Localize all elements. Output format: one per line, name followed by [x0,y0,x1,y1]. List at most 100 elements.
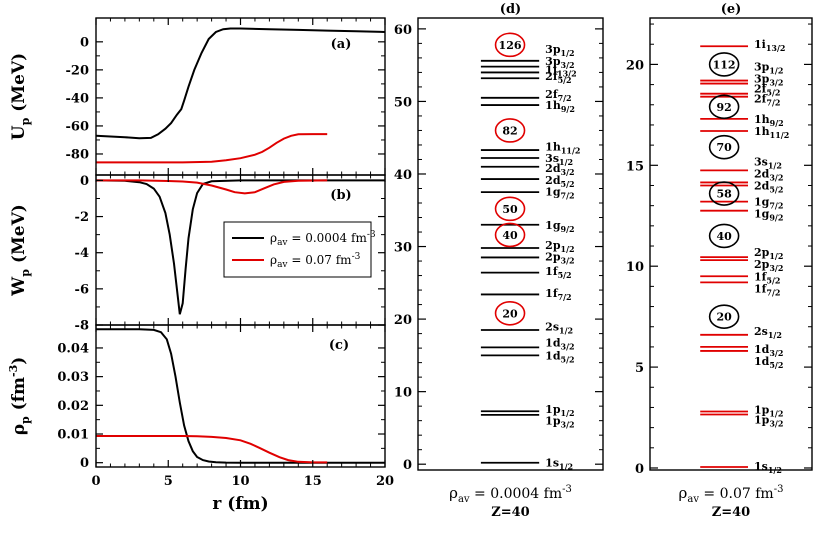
level-j: 9/2 [769,213,783,223]
level-label: 2p1/2 [754,246,783,261]
level-label: 2s1/2 [754,325,782,340]
y-label-subscript: p [19,269,32,277]
level-label: 1i13/2 [754,38,785,53]
level-j: 3/2 [769,348,783,358]
level-label: 1f7/2 [545,287,571,302]
level-name: 1i [754,38,766,51]
level-j: 5/2 [561,354,575,364]
level-label: 1f5/2 [545,265,571,280]
series-line-c-black [96,328,385,464]
level-name: 1f [545,265,559,278]
level-name: 3p [754,60,770,73]
y-tick-label: 0 [80,456,89,471]
level-label: 2d3/2 [754,167,783,182]
level-label: 1d3/2 [754,343,783,358]
level-j: 9/2 [561,104,575,114]
panel-c: 0 0.01 0.02 0.03 0.04 (c) ρp (fm-3) 0 5 10 15 20 r (… [7,324,394,514]
level-label: 1d3/2 [545,336,574,351]
level-j: 13/2 [557,69,577,79]
magic-number-label: 20 [716,311,732,324]
level-label: 1h9/2 [754,113,784,128]
level-j: 7/2 [766,98,780,108]
level-label: 1h11/2 [545,140,580,155]
level-name: 1g [545,219,561,232]
y-tick-label: 0 [80,174,89,189]
y-tick-label: -60 [66,119,90,134]
level-name: 1h [545,99,561,112]
y-tick-label: 50 [394,95,412,110]
plot-frame [417,17,604,471]
y-tick-label: 10 [626,260,644,275]
level-j: 7/2 [561,190,575,200]
level-name: 1d [754,343,770,356]
magic-number-circle [708,181,740,206]
magic-number-label: 20 [502,307,518,320]
panel-d: 01020304050601s1/21p1/21p3/21d3/21d5/22s… [394,2,604,520]
level-label: 3p1/2 [545,43,574,58]
level-j: 3/2 [769,263,783,273]
y-axis-label: Up (MeV) [9,53,32,140]
level-label: 2d3/2 [545,162,574,177]
level-j: 11/2 [561,145,581,155]
level-name: 1p [754,414,770,427]
level-label: 1h11/2 [754,125,789,140]
level-name: 1p [545,403,561,416]
level-label: 1g9/2 [754,208,783,223]
density-caption: ρav = 0.0004 fm-3 [449,484,572,505]
level-j: 1/2 [561,408,575,418]
magic-number-circle [708,223,740,249]
y-tick-label: 15 [626,159,644,174]
level-label: 1s1/2 [754,460,782,475]
series-line-a-black [95,27,386,140]
level-label: 2d5/2 [545,174,574,189]
magic-number-circle [494,118,526,143]
magic-number-label: 112 [713,58,736,71]
magic-number-label: 58 [716,188,732,201]
y-label-symbol: W [9,276,29,297]
panel-e: 051015201s1/21p1/21p3/21d3/21d5/22s1/21f… [626,2,813,520]
level-label: 1i13/2 [545,64,576,79]
level-label: 1p1/2 [545,403,574,418]
series-line-c-red [96,435,328,464]
caption-rho: ρ [449,484,458,502]
level-name: 2p [754,258,770,271]
series-line-b-red [96,179,328,195]
panel-tag: (e) [721,2,742,17]
y-axis-label: ρp (fm-3) [7,357,32,436]
magic-number-label: 70 [716,141,732,154]
y-tick-label: 0 [635,462,644,477]
level-j: 3/2 [561,60,575,70]
level-name: 2f [754,93,768,106]
level-name: 2s [545,320,559,333]
level-label: 2p3/2 [545,251,574,266]
y-tick-label: -20 [66,63,90,78]
panel-b: 0-2-4-6-8(b)Wp (MeV) ρav = 0.0004 fm-3ρav… [9,174,386,334]
level-name: 1h [754,113,770,126]
y-tick-label: 0.04 [57,341,89,356]
y-label-symbol: U [9,125,29,140]
level-name: 3p [545,55,561,68]
level-j: 13/2 [766,43,786,53]
y-label-unit: (MeV) [9,204,29,269]
magic-number-circle [708,134,740,160]
level-label: 2f5/2 [545,70,571,85]
y-tick-label: 0 [403,458,412,473]
x-tick-label: 15 [304,474,322,489]
level-name: 1p [545,415,561,428]
y-label-subscript: p [19,117,32,125]
level-name: 1g [754,208,770,221]
level-name: 2p [754,246,770,259]
legend-subscript: av [277,238,288,248]
panel-tag: (b) [330,188,351,203]
level-name: 1g [754,196,770,209]
density-caption: ρav = 0.07 fm-3 [679,484,784,505]
level-j: 1/2 [769,408,783,418]
level-j: 5/2 [769,184,783,194]
legend-box [223,221,372,278]
legend-label: ρav = 0.07 fm-3 [270,252,361,270]
level-name: 2p [545,239,561,252]
level-j: 5/2 [769,360,783,370]
level-label: 1f5/2 [754,270,780,285]
panel-tag: (c) [329,338,349,353]
level-j: 5/2 [561,179,575,189]
